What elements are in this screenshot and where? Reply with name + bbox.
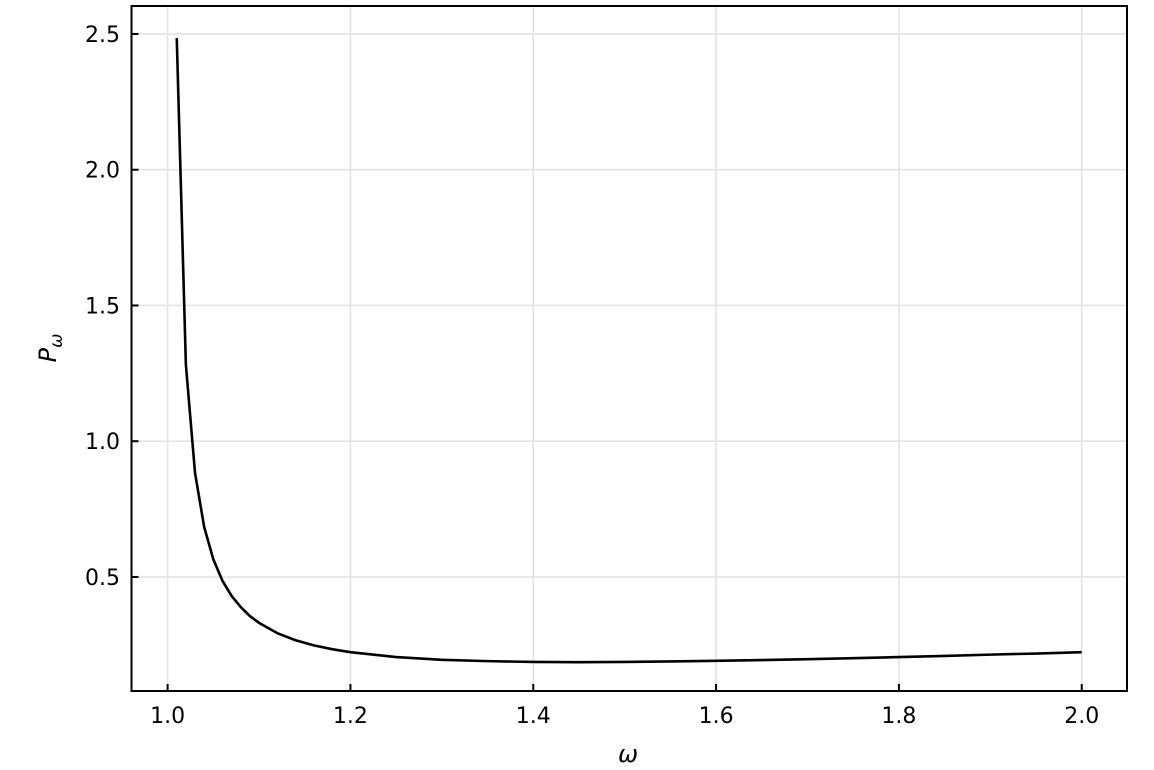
x-tick-label: 1.4 <box>516 704 551 729</box>
y-tick-label: 2.0 <box>85 159 120 184</box>
y-tick-label: 0.5 <box>85 566 120 591</box>
series-line <box>175 38 1082 664</box>
y-axis-label-subscript: ω <box>47 334 67 348</box>
plot-frame <box>130 5 1128 692</box>
x-tick-label: 2.0 <box>1064 704 1099 729</box>
ticks: 1.0 1.2 1.4 1.6 1.8 2.0 0.5 1.0 1.5 2.0 2.5 <box>85 23 1099 729</box>
x-tick-label: 1.0 <box>150 704 185 729</box>
y-tick-label: 1.5 <box>85 294 120 319</box>
y-tick-label: 1.0 <box>85 430 120 455</box>
grid <box>131 6 1127 691</box>
x-tick-label: 1.6 <box>699 704 734 729</box>
y-axis-label-main: P <box>34 347 62 362</box>
series-layer <box>175 38 1082 664</box>
x-axis-label: ω <box>618 740 638 768</box>
x-tick-label: 1.8 <box>881 704 916 729</box>
y-axis-label: Pω <box>34 334 67 363</box>
y-tick-label: 2.5 <box>85 23 120 48</box>
x-tick-label: 1.2 <box>333 704 368 729</box>
